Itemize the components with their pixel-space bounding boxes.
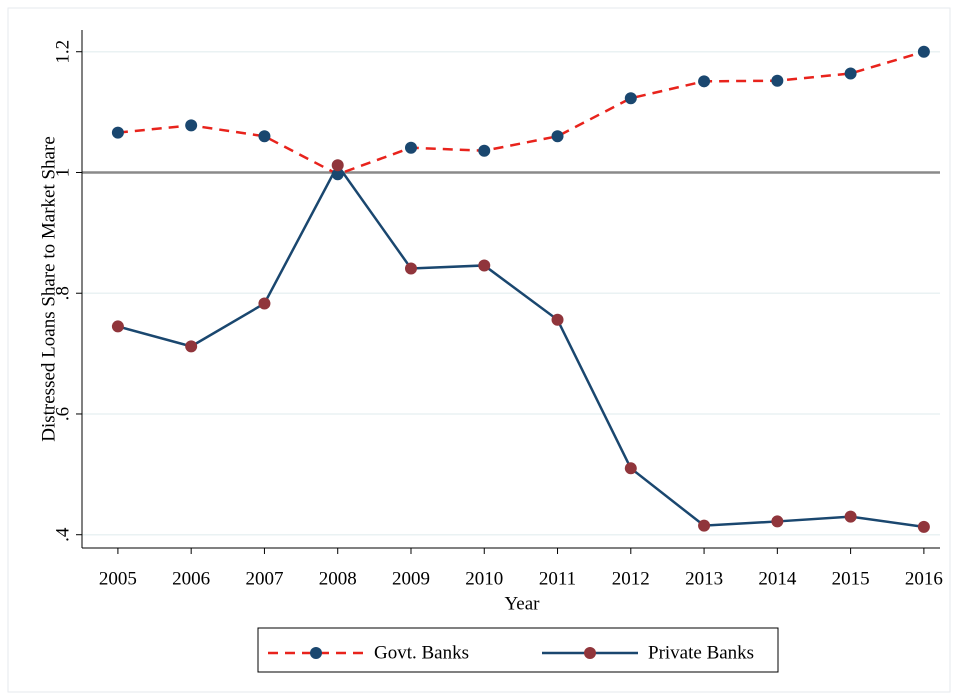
y-tick-label: 1 bbox=[52, 168, 73, 178]
point bbox=[698, 519, 711, 532]
y-tick-label: .4 bbox=[52, 527, 73, 542]
legend-box bbox=[257, 627, 779, 673]
x-axis-title: Year bbox=[504, 593, 540, 614]
x-tick-label: 2005 bbox=[99, 568, 137, 589]
y-tick-label: .8 bbox=[52, 286, 73, 300]
x-tick-label: 2010 bbox=[465, 568, 503, 589]
x-tick-label: 2006 bbox=[172, 568, 210, 589]
x-tick-label: 2015 bbox=[832, 568, 870, 589]
point bbox=[624, 92, 637, 105]
legend-marker bbox=[584, 647, 596, 659]
point bbox=[111, 320, 124, 333]
point bbox=[185, 340, 198, 353]
legend-label: Private Banks bbox=[648, 642, 754, 663]
point bbox=[917, 45, 930, 58]
point bbox=[258, 297, 271, 310]
x-tick-label: 2016 bbox=[905, 568, 943, 589]
point bbox=[111, 126, 124, 139]
point bbox=[844, 510, 857, 523]
x-tick-label: 2012 bbox=[612, 568, 650, 589]
y-tick-label: 1.2 bbox=[52, 40, 73, 64]
point bbox=[185, 119, 198, 132]
x-tick-label: 2007 bbox=[245, 568, 283, 589]
point bbox=[404, 141, 417, 154]
series-line bbox=[117, 162, 925, 529]
x-tick-label: 2008 bbox=[319, 568, 357, 589]
point bbox=[771, 74, 784, 87]
graph-region bbox=[7, 7, 951, 693]
y-axis-title: Distressed Loans Share to Market Share bbox=[38, 136, 59, 442]
x-tick-label: 2009 bbox=[392, 568, 430, 589]
x-tick-label: 2013 bbox=[685, 568, 723, 589]
series-line bbox=[117, 50, 925, 176]
point bbox=[551, 313, 564, 326]
x-tick-label: 2014 bbox=[758, 568, 797, 589]
point bbox=[917, 520, 930, 533]
point bbox=[844, 67, 857, 80]
x-tick-label: 2011 bbox=[539, 568, 576, 589]
legend-label: Govt. Banks bbox=[374, 642, 469, 663]
point bbox=[551, 130, 564, 143]
legend-marker bbox=[310, 647, 322, 659]
point bbox=[771, 515, 784, 528]
point bbox=[478, 259, 491, 272]
point bbox=[331, 168, 344, 181]
point bbox=[698, 75, 711, 88]
y-tick-label: .6 bbox=[52, 407, 73, 421]
point bbox=[478, 144, 491, 157]
point bbox=[331, 159, 344, 172]
point bbox=[624, 462, 637, 475]
point bbox=[404, 262, 417, 275]
point bbox=[258, 130, 271, 143]
